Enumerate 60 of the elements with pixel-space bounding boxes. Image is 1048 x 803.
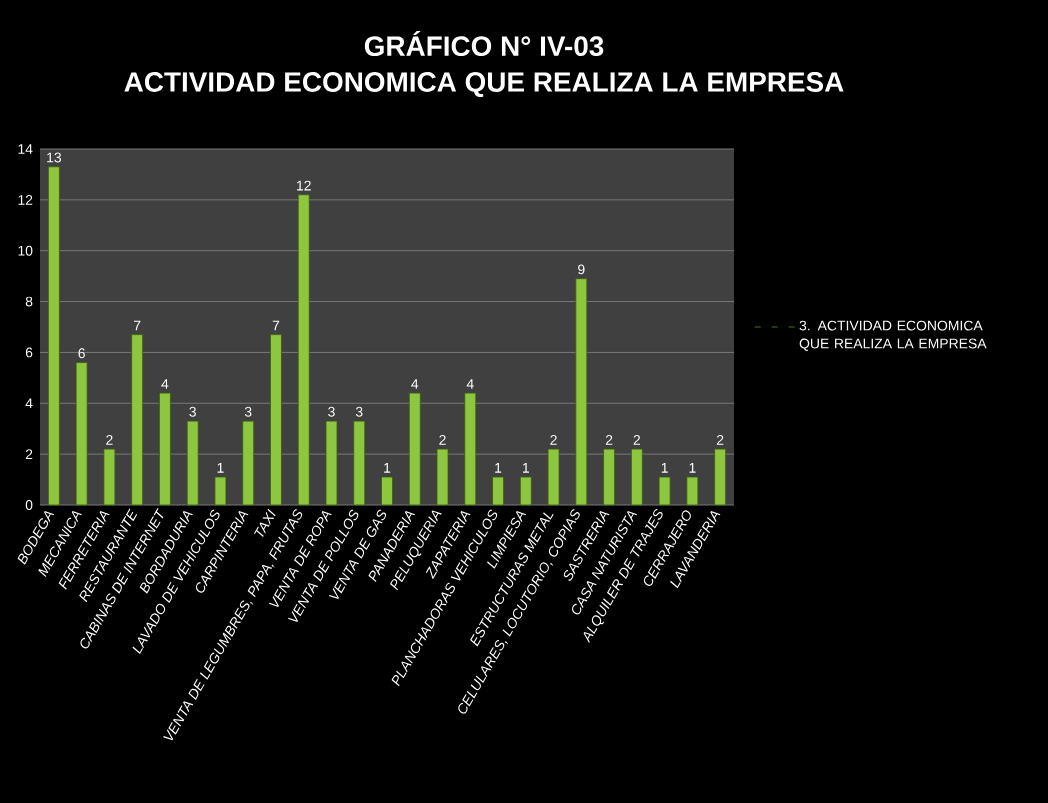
- data-label: 4: [466, 379, 474, 389]
- bar: [381, 476, 393, 506]
- data-label: 3: [328, 406, 335, 417]
- bar: [519, 476, 532, 506]
- y-tick-label: 14: [18, 144, 33, 154]
- bar: [603, 448, 615, 506]
- bar: [186, 420, 199, 506]
- data-label: 1: [689, 463, 696, 473]
- data-label: 2: [550, 434, 557, 445]
- data-label: 3: [355, 406, 363, 417]
- y-tick-label: 0: [25, 500, 33, 510]
- data-label: 1: [495, 463, 502, 473]
- bar: [325, 420, 338, 506]
- y-tick-label: 2: [25, 449, 33, 460]
- bar: [353, 420, 366, 506]
- y-tick-label: 8: [25, 296, 33, 307]
- bar: [270, 334, 282, 506]
- y-tick-label: 4: [25, 398, 33, 409]
- data-label: 4: [411, 379, 419, 389]
- data-label: 6: [78, 348, 85, 359]
- bar: [714, 448, 727, 506]
- bar: [242, 420, 255, 506]
- data-label: 2: [605, 434, 613, 445]
- data-label: 2: [439, 434, 446, 445]
- bar: [47, 166, 60, 506]
- bar: [630, 448, 643, 506]
- data-label: 1: [384, 463, 391, 473]
- data-label: 13: [47, 152, 61, 163]
- bar: [75, 362, 88, 506]
- bar: [492, 476, 504, 506]
- data-label: 2: [106, 434, 113, 445]
- y-tick-label: 12: [18, 195, 33, 205]
- legend-label: 3. ACTIVIDAD ECONOMICA QUE REALIZA LA EMPRESA: [799, 320, 987, 351]
- data-label: 1: [522, 463, 529, 473]
- bar: [214, 476, 227, 506]
- data-label: 9: [578, 264, 585, 275]
- bar: [575, 278, 588, 506]
- y-tick-label: 6: [25, 347, 33, 358]
- bar: [658, 476, 671, 506]
- data-label: 1: [217, 463, 224, 473]
- bar: [159, 392, 171, 506]
- data-label: 4: [161, 379, 169, 389]
- bar: [436, 448, 449, 506]
- data-label: 2: [633, 434, 641, 445]
- chart-title: GRÁFICO N° IV-03 ACTIVIDAD ECONOMICA QUE REALIZA LA EMPRESA: [124, 31, 844, 98]
- data-label: 7: [134, 320, 141, 331]
- bar: [297, 194, 310, 506]
- bar: [686, 476, 699, 506]
- data-label: 3: [189, 406, 196, 417]
- bar: [547, 448, 560, 506]
- bar: [103, 448, 116, 506]
- bar: [464, 392, 477, 506]
- data-label: 7: [272, 320, 280, 331]
- data-label: 3: [244, 406, 252, 417]
- bar: [131, 334, 144, 506]
- data-label: 2: [716, 434, 724, 445]
- data-label: 12: [297, 180, 311, 191]
- y-tick-label: 10: [18, 245, 33, 256]
- bar: [408, 392, 421, 506]
- data-label: 1: [661, 463, 668, 473]
